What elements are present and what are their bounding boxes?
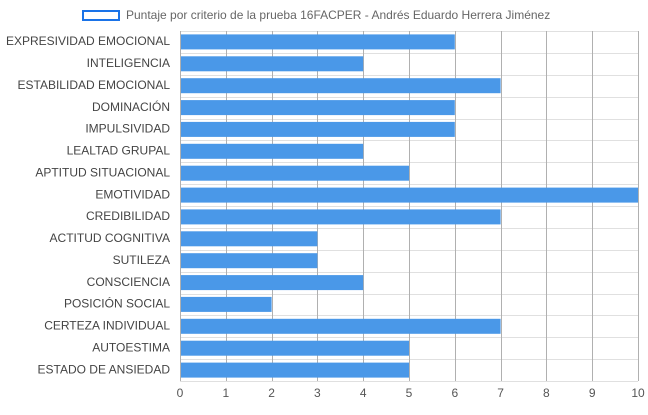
bar [181, 275, 364, 291]
category-label: SUTILEZA [113, 253, 170, 267]
bar [181, 362, 409, 378]
bar [181, 56, 364, 72]
category-label: ESTABILIDAD EMOCIONAL [18, 78, 171, 92]
category-label: APTITUD SITUACIONAL [35, 165, 170, 179]
category-label: EMOTIVIDAD [95, 187, 170, 201]
bar [181, 296, 272, 312]
bar [181, 209, 501, 225]
category-label: CONSCIENCIA [87, 275, 170, 289]
category-label: DOMINACIÓN [92, 99, 170, 114]
category-label: CERTEZA INDIVIDUAL [44, 318, 170, 332]
bar [181, 34, 455, 50]
bar [181, 143, 364, 159]
x-tick-label: 1 [222, 386, 229, 400]
bar [181, 187, 638, 203]
category-label: LEALTAD GRUPAL [67, 143, 171, 157]
x-tick-label: 9 [589, 386, 596, 400]
bar [181, 165, 409, 181]
category-label: ESTADO DE ANSIEDAD [38, 362, 171, 376]
x-tick-label: 4 [360, 386, 367, 400]
category-label: AUTOESTIMA [92, 340, 170, 354]
x-tick-label: 3 [314, 386, 321, 400]
category-label: INTELIGENCIA [87, 56, 170, 70]
x-tick-label: 5 [406, 386, 413, 400]
bar [181, 100, 455, 116]
category-label: CREDIBILIDAD [86, 209, 170, 223]
legend-label: Puntaje por criterio de la prueba 16FACP… [126, 8, 551, 22]
x-tick-label: 8 [543, 386, 550, 400]
category-label: ACTITUD COGNITIVA [50, 231, 170, 245]
category-label: EXPRESIVIDAD EMOCIONAL [6, 34, 170, 48]
chart-legend[interactable]: Puntaje por criterio de la prueba 16FACP… [82, 5, 550, 25]
legend-swatch [82, 9, 120, 21]
bar [181, 231, 318, 247]
category-label: IMPULSIVIDAD [85, 122, 170, 136]
bar [181, 78, 501, 94]
x-tick-label: 0 [177, 386, 184, 400]
x-tick-label: 10 [631, 386, 645, 400]
category-label: POSICIÓN SOCIAL [64, 296, 170, 311]
bar [181, 318, 501, 334]
bar [181, 253, 318, 269]
x-tick-label: 2 [268, 386, 275, 400]
bar [181, 340, 409, 356]
bar [181, 121, 455, 137]
x-tick-label: 6 [451, 386, 458, 400]
x-tick-label: 7 [497, 386, 504, 400]
